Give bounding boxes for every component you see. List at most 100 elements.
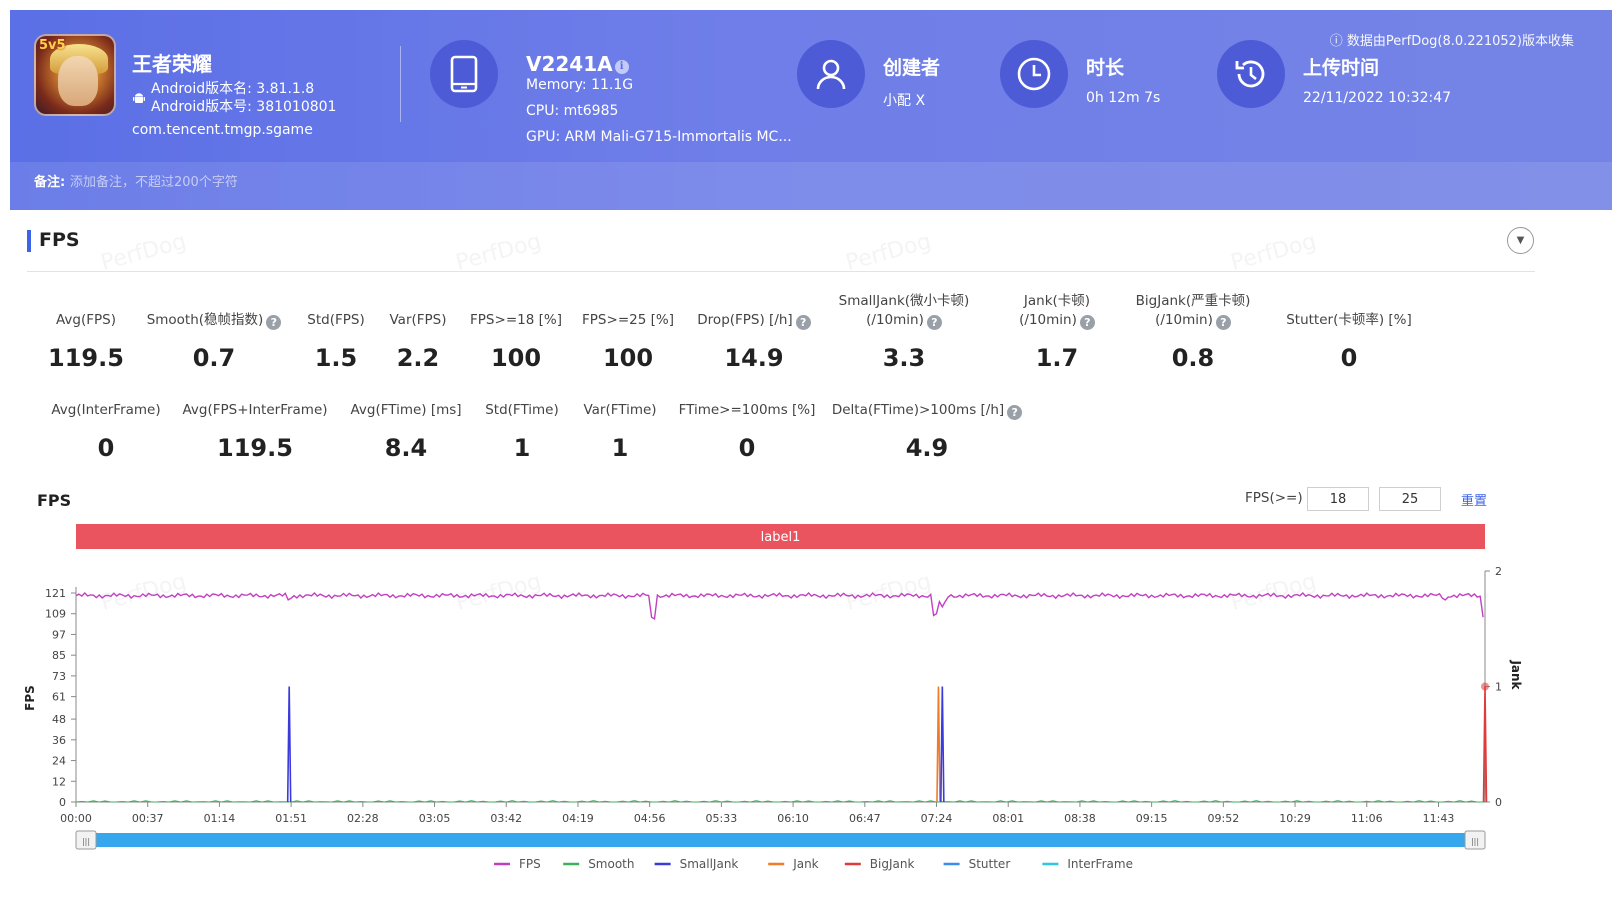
metric-card: Avg(InterFrame) 0: [0, 401, 216, 462]
help-icon[interactable]: ?: [1079, 315, 1095, 330]
legend-label: SmallJank: [680, 857, 739, 871]
legend-item-smooth[interactable]: Smooth: [563, 857, 635, 871]
metric-value: 1: [611, 434, 629, 462]
fps-threshold-label: FPS(>=): [1245, 490, 1303, 506]
metric-card: Smooth(稳帧指数)? 0.7: [104, 311, 324, 372]
x-tick-label: 07:24: [921, 812, 953, 825]
metric-label: Avg(FTime) [ms]: [350, 402, 462, 418]
y-tick-label: 85: [52, 649, 66, 662]
y2-tick-label: 2: [1495, 565, 1502, 578]
device-info-icon[interactable]: i: [614, 60, 629, 74]
metric-card: Drop(FPS) [/h]? 14.9: [644, 311, 864, 372]
legend-label: Jank: [792, 857, 818, 871]
x-tick-label: 08:01: [992, 812, 1024, 825]
app-name: 王者荣耀: [132, 52, 212, 76]
game-icon-badge: 5v5: [39, 38, 66, 53]
metric-label: Var(FTime): [583, 402, 657, 418]
upload-title: 上传时间: [1303, 57, 1380, 79]
section-accent-bar: [27, 230, 31, 252]
metric-card: Stutter(卡顿率) [%] 0: [1239, 311, 1459, 372]
metric-value: 119.5: [217, 434, 293, 462]
data-source-note: ⓘ 数据由PerfDog(8.0.221052)版本收集: [1329, 34, 1574, 49]
metric-label: SmallJank(微小卡顿): [838, 293, 970, 309]
creator-value: 小配 X: [883, 93, 926, 109]
series-smalljank-spike: [286, 686, 292, 803]
note-label: 备注:: [34, 175, 66, 190]
y-tick-label: 48: [52, 713, 66, 726]
metric-card: BigJank(严重卡顿) (/10min)? 0.8: [1083, 292, 1303, 372]
metric-card: Var(FTime) 1: [510, 401, 730, 462]
note-input[interactable]: 添加备注，不超过200个字符: [70, 175, 238, 190]
watermark: PerfDog: [1228, 229, 1319, 276]
metric-label: Std(FPS): [307, 312, 365, 328]
x-tick-label: 00:00: [60, 812, 92, 825]
metric-value: 100: [490, 344, 542, 372]
tablet-icon: [430, 40, 498, 108]
fps-threshold-1-input[interactable]: [1307, 487, 1369, 511]
legend-item-fps[interactable]: FPS: [494, 857, 541, 871]
metric-value: 8.4: [384, 434, 428, 462]
watermark: PerfDog: [843, 229, 934, 276]
x-tick-label: 04:56: [634, 812, 666, 825]
metric-value: 0: [97, 434, 115, 462]
note-strip: [10, 162, 1612, 210]
android-version-name: Android版本名: 3.81.1.8: [151, 81, 315, 97]
legend-item-stutter[interactable]: Stutter: [943, 857, 1011, 871]
metric-label-unit: (/10min)?: [794, 311, 1014, 330]
legend-label: InterFrame: [1067, 857, 1133, 871]
help-icon[interactable]: ?: [795, 315, 811, 330]
metric-label: BigJank(严重卡顿): [1135, 293, 1251, 309]
fps-threshold-2-input[interactable]: [1379, 487, 1441, 511]
metric-card: Jank(卡顿) (/10min)? 1.7: [947, 292, 1167, 372]
legend-item-bigjank[interactable]: BigJank: [844, 857, 915, 871]
metric-card: FTime>=100ms [%] 0: [637, 401, 857, 462]
y2-tick-label: 0: [1495, 796, 1502, 809]
series-smooth-line: [75, 800, 1484, 803]
reset-link[interactable]: 重置: [1461, 494, 1488, 509]
legend-item-smalljank[interactable]: SmallJank: [654, 857, 739, 871]
metric-card: Delta(FTime)>100ms [/h]? 4.9: [817, 401, 1037, 462]
y-tick-label: 36: [52, 734, 66, 747]
metric-card: FPS>=18 [%] 100: [406, 311, 626, 372]
x-tick-label: 09:15: [1136, 812, 1168, 825]
device-name: V2241A i: [526, 52, 629, 76]
x-tick-label: 06:10: [777, 812, 809, 825]
metric-label: Jank(卡顿): [1023, 293, 1091, 309]
series-jank-spike: [936, 686, 941, 803]
metric-label: Std(FTime): [485, 402, 559, 418]
range-handle-grip: |||: [82, 837, 90, 846]
y-tick-label: 73: [52, 670, 66, 683]
legend-label: BigJank: [870, 857, 915, 871]
x-tick-label: 04:19: [562, 812, 594, 825]
legend-item-interframe[interactable]: InterFrame: [1042, 857, 1133, 871]
y-tick-label: 109: [45, 608, 66, 621]
x-tick-label: 09:52: [1208, 812, 1240, 825]
legend-label: Smooth: [588, 857, 634, 871]
device-gpu: GPU: ARM Mali-G715-Immortalis MC...: [526, 129, 792, 145]
user-icon: [797, 40, 865, 108]
x-tick-label: 06:47: [849, 812, 881, 825]
metric-label-unit: (/10min)?: [947, 311, 1167, 330]
metric-value: 100: [602, 344, 654, 372]
range-start-handle[interactable]: [75, 830, 97, 850]
y-axis-title: FPS: [23, 685, 37, 711]
help-icon[interactable]: ?: [926, 315, 942, 330]
help-icon[interactable]: ?: [266, 315, 282, 330]
metric-value: 0.8: [1171, 344, 1215, 372]
x-tick-label: 00:37: [132, 812, 164, 825]
metric-label-unit: (/10min)?: [1083, 311, 1303, 330]
range-end-handle[interactable]: [1464, 830, 1486, 850]
metric-card: FPS>=25 [%] 100: [518, 311, 738, 372]
range-handle-grip: |||: [1471, 837, 1479, 846]
label-band-text: label1: [761, 530, 801, 545]
x-tick-label: 03:05: [419, 812, 451, 825]
creator-title: 创建者: [883, 57, 941, 79]
y-tick-label: 0: [59, 796, 66, 809]
help-icon[interactable]: ?: [1007, 405, 1023, 420]
legend-item-jank[interactable]: Jank: [768, 857, 819, 871]
android-icon: [133, 93, 145, 103]
metric-value: 2.2: [396, 344, 440, 372]
collapse-button[interactable]: ▼: [1507, 227, 1534, 254]
help-icon[interactable]: ?: [1215, 315, 1231, 330]
